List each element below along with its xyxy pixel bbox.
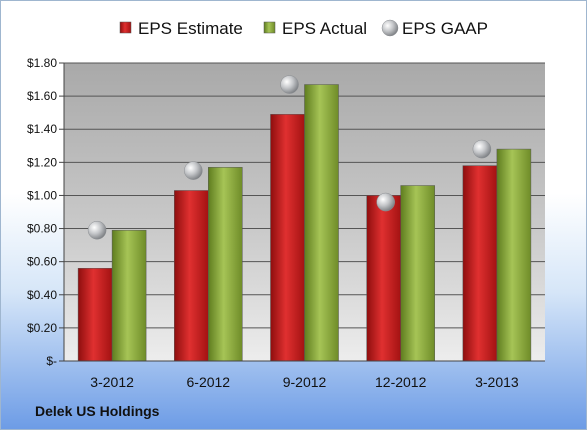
eps-estimate-bar (462, 165, 498, 362)
eps-estimate-bar (270, 114, 305, 362)
eps-chart: EPS Estimate EPS Actual EPS GAAP $- $0.20 $0… (27, 19, 545, 390)
eps-gaap-marker (280, 75, 299, 94)
y-tick-label: $1.00 (27, 188, 57, 202)
y-tick-label: $1.60 (27, 89, 57, 103)
y-tick-label: $0.60 (27, 255, 57, 269)
eps-estimate-legend-label: EPS Estimate (138, 19, 243, 38)
eps-actual-bar (304, 84, 339, 362)
eps-estimate-bar (366, 195, 401, 362)
y-tick-label: $0.40 (27, 288, 57, 302)
y-tick-label: $- (46, 354, 57, 368)
y-tick-label: $1.80 (27, 56, 57, 70)
y-tick-label: $1.40 (27, 122, 57, 136)
y-tick-label: $0.80 (27, 222, 57, 236)
gaap-markers (87, 75, 492, 240)
eps-actual-bar (208, 167, 243, 362)
eps-actual-legend-swatch (263, 21, 276, 34)
eps-gaap-legend-label: EPS GAAP (402, 19, 488, 38)
eps-gaap-marker (472, 139, 492, 159)
y-tick-label: $1.20 (27, 155, 57, 169)
eps-actual-bar (111, 229, 147, 362)
eps-gaap-marker (376, 192, 395, 212)
x-tick-label: 6-2012 (187, 374, 231, 390)
eps-estimate-legend-swatch (119, 21, 132, 34)
x-axis: 3-2012 6-2012 9-2012 12-2012 3-2013 (64, 360, 545, 390)
eps-actual-bar (496, 148, 532, 362)
eps-gaap-legend-swatch (381, 19, 399, 37)
eps-actual-legend-label: EPS Actual (282, 19, 367, 38)
x-tick-label: 3-2012 (90, 374, 134, 390)
x-tick-label: 3-2013 (475, 374, 519, 390)
eps-gaap-marker (184, 161, 203, 180)
y-tick-label: $0.20 (27, 321, 57, 335)
y-axis: $- $0.20 $0.40 $0.60 $0.80 $1.00 $1.20 $1.40 $1.… (27, 56, 65, 368)
bars (77, 84, 532, 362)
eps-estimate-bar (174, 190, 209, 362)
company-name: Delek US Holdings (35, 403, 160, 419)
eps-actual-bar (400, 185, 435, 362)
legend: EPS Estimate EPS Actual EPS GAAP (119, 19, 488, 38)
x-tick-label: 9-2012 (283, 374, 327, 390)
eps-estimate-bar (77, 268, 113, 362)
x-tick-label: 12-2012 (375, 374, 427, 390)
eps-gaap-marker (87, 220, 107, 240)
